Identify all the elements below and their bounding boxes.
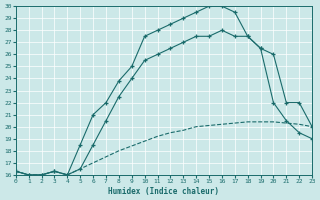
X-axis label: Humidex (Indice chaleur): Humidex (Indice chaleur) bbox=[108, 187, 220, 196]
